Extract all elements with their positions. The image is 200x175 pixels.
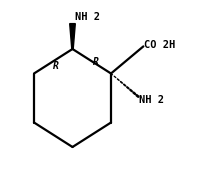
Text: NH 2: NH 2 <box>138 95 163 105</box>
Text: R: R <box>53 61 59 71</box>
Polygon shape <box>69 24 75 49</box>
Text: NH 2: NH 2 <box>75 12 100 22</box>
Text: CO 2H: CO 2H <box>144 40 175 50</box>
Text: R: R <box>92 57 98 67</box>
